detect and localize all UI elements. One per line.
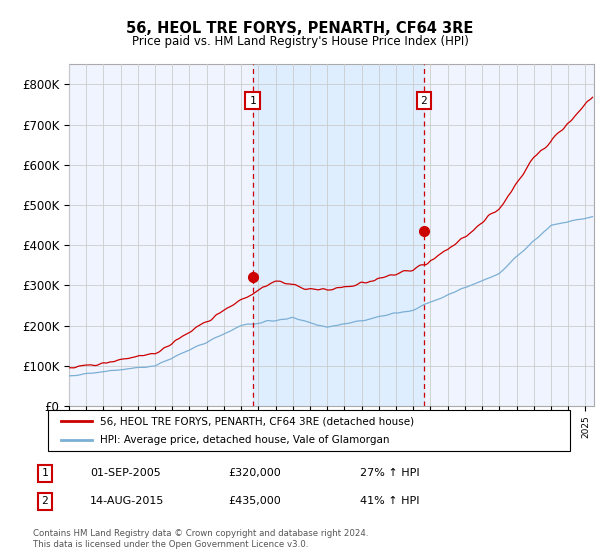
- Text: HPI: Average price, detached house, Vale of Glamorgan: HPI: Average price, detached house, Vale…: [100, 435, 390, 445]
- Text: 41% ↑ HPI: 41% ↑ HPI: [360, 496, 419, 506]
- Text: 14-AUG-2015: 14-AUG-2015: [90, 496, 164, 506]
- Text: 27% ↑ HPI: 27% ↑ HPI: [360, 468, 419, 478]
- Text: 2: 2: [41, 496, 49, 506]
- Bar: [253, 64, 424, 406]
- FancyBboxPatch shape: [48, 410, 570, 451]
- Text: Price paid vs. HM Land Registry's House Price Index (HPI): Price paid vs. HM Land Registry's House …: [131, 35, 469, 48]
- Text: 01-SEP-2005: 01-SEP-2005: [90, 468, 161, 478]
- Text: Contains HM Land Registry data © Crown copyright and database right 2024.
This d: Contains HM Land Registry data © Crown c…: [33, 529, 368, 549]
- Text: 1: 1: [41, 468, 49, 478]
- Text: 1: 1: [249, 96, 256, 106]
- Text: £320,000: £320,000: [228, 468, 281, 478]
- Text: £435,000: £435,000: [228, 496, 281, 506]
- Text: 56, HEOL TRE FORYS, PENARTH, CF64 3RE: 56, HEOL TRE FORYS, PENARTH, CF64 3RE: [127, 21, 473, 36]
- Text: 2: 2: [421, 96, 427, 106]
- Text: 56, HEOL TRE FORYS, PENARTH, CF64 3RE (detached house): 56, HEOL TRE FORYS, PENARTH, CF64 3RE (d…: [100, 417, 415, 426]
